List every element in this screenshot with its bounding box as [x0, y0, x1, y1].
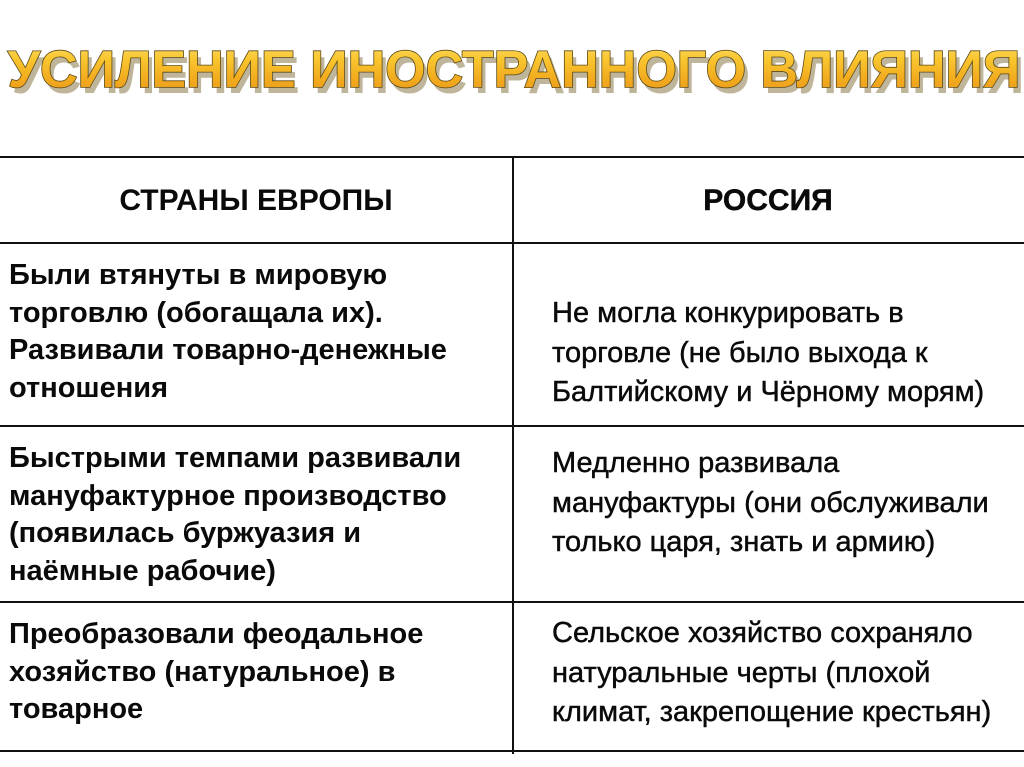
- svg-text:УСИЛЕНИЕ ИНОСТРАННОГО ВЛИЯНИЯ: УСИЛЕНИЕ ИНОСТРАННОГО ВЛИЯНИЯ: [8, 41, 1021, 99]
